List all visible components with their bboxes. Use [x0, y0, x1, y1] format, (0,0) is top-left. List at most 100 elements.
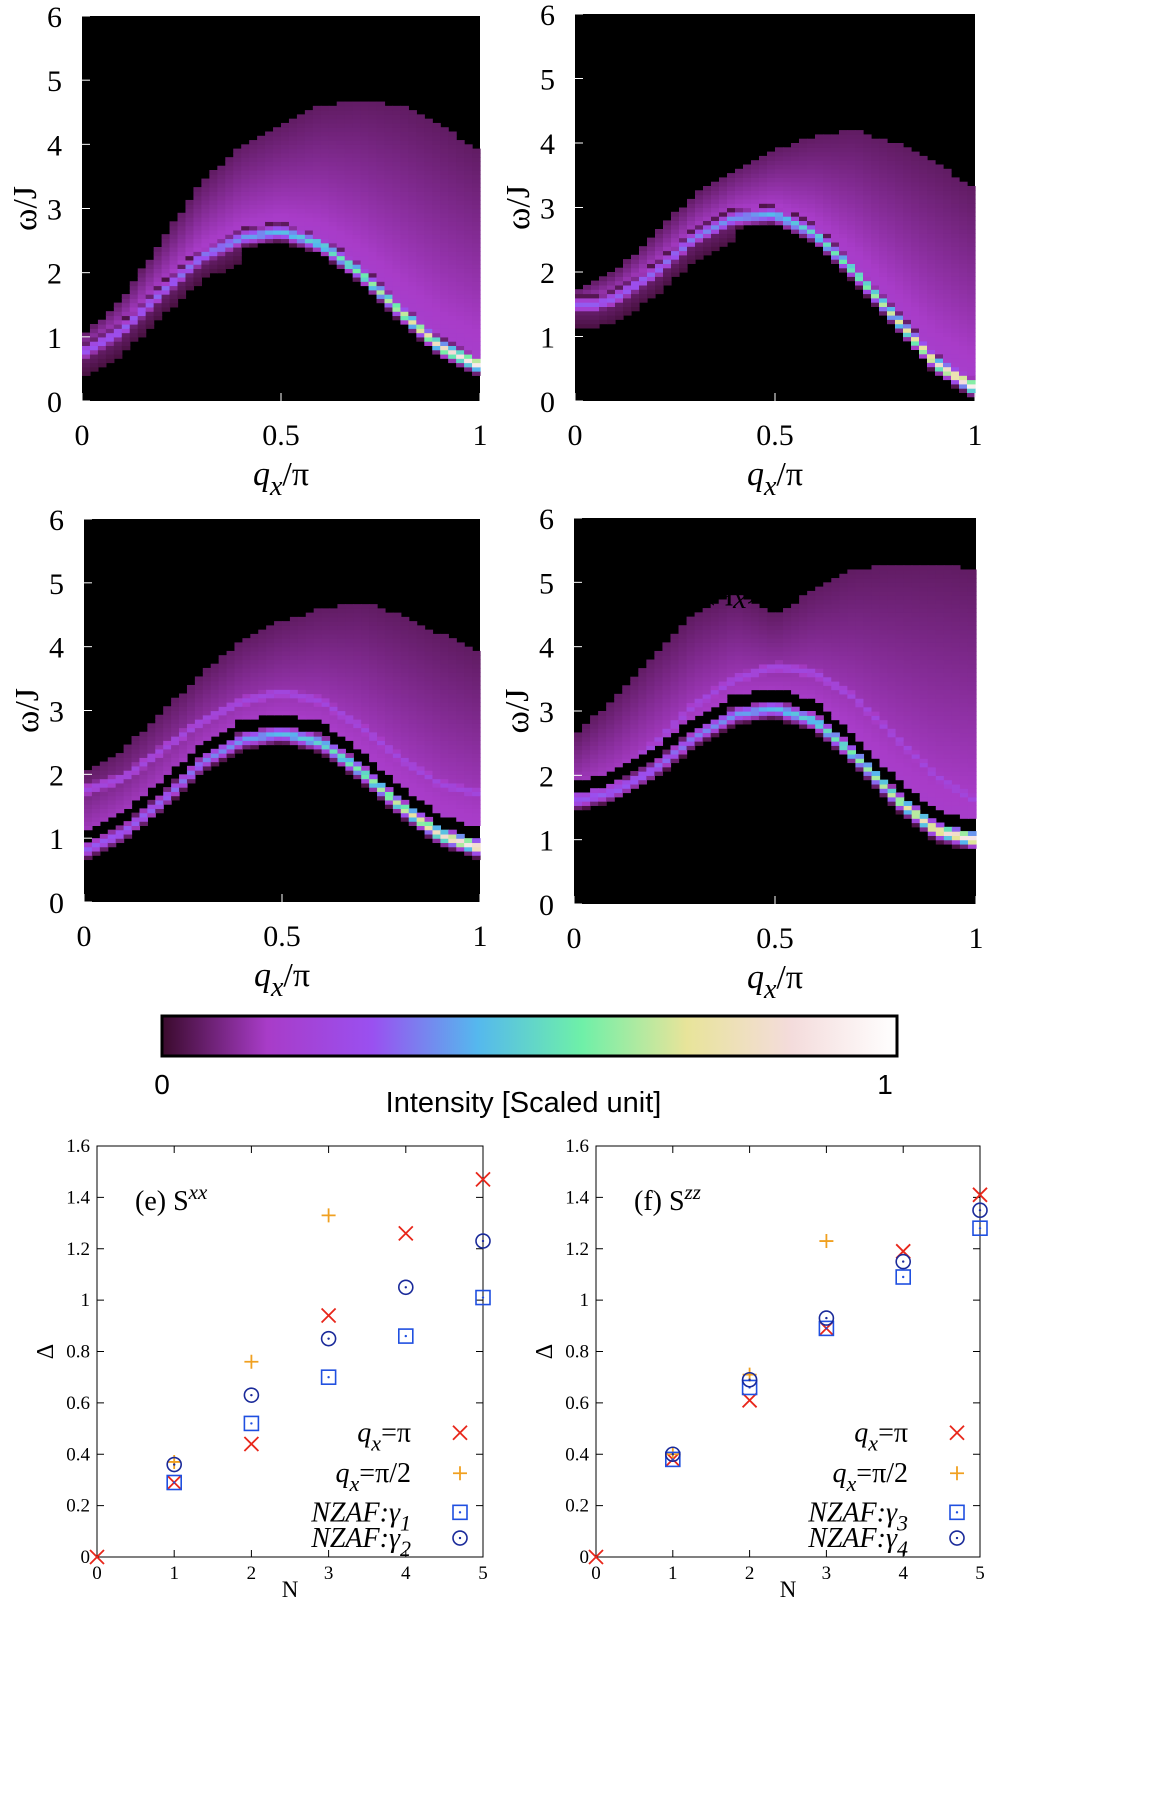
heatmap-cell: [115, 753, 125, 758]
heatmap-cell: [887, 198, 896, 204]
heatmap-cell: [377, 753, 386, 758]
heatmap-cell: [464, 221, 473, 227]
heatmap-cell: [903, 302, 912, 307]
heatmap-cell: [217, 238, 226, 244]
heatmap-cell: [456, 667, 465, 673]
heatmap-cell: [201, 247, 210, 252]
heatmap-cell: [121, 324, 131, 329]
heatmap-cell: [336, 122, 346, 128]
heatmap-cell: [345, 697, 354, 703]
heatmap-cell: [161, 306, 171, 312]
heatmap-cell: [823, 138, 832, 144]
heatmap-cell: [726, 711, 736, 716]
heatmap-cell: [113, 336, 123, 342]
heatmap-cell: [281, 212, 290, 218]
heatmap-cell: [201, 212, 210, 218]
heatmap-cell: [336, 238, 346, 244]
heatmap-cell: [320, 208, 330, 214]
heatmap-cell: [257, 229, 266, 235]
heatmap-cell: [400, 161, 409, 167]
heatmap-cell: [265, 212, 274, 218]
heatmap-cell: [432, 127, 441, 133]
heatmap-cell: [147, 757, 156, 763]
heatmap-cell: [305, 633, 315, 639]
heatmap-cell: [927, 358, 936, 363]
heatmap-cell: [296, 135, 306, 141]
title-superscript: xx: [190, 561, 214, 590]
heatmap-cell: [911, 319, 920, 325]
heatmap-cell: [384, 799, 394, 805]
heatmap-cell: [863, 190, 872, 196]
heatmap-cell: [305, 740, 315, 746]
heatmap-cell: [726, 680, 736, 686]
heatmap-cell: [686, 676, 696, 682]
heatmap-cell: [895, 319, 904, 325]
heatmap-cell: [408, 161, 417, 167]
heatmap-cell: [951, 207, 960, 213]
heatmap-cell: [718, 698, 728, 704]
heatmap-cell: [360, 127, 370, 133]
heatmap-cell: [265, 204, 274, 210]
heatmap-cell: [711, 211, 720, 217]
heatmap-cell: [631, 284, 640, 290]
heatmap-cell: [368, 225, 378, 231]
heatmap-cell: [679, 259, 688, 264]
heatmap-cell: [400, 812, 410, 818]
heatmap-cell: [336, 234, 346, 240]
heatmap-cell: [392, 221, 401, 227]
heatmap-cell: [185, 272, 195, 278]
heatmap-cell: [671, 267, 680, 273]
heatmap-cell: [871, 267, 880, 273]
heatmap-cell: [233, 238, 242, 244]
heatmap-cell: [432, 259, 441, 265]
heatmap-cell: [273, 187, 282, 192]
heatmap-cell: [472, 148, 481, 154]
heatmap-cell: [210, 684, 220, 690]
heatmap-cell: [679, 250, 688, 256]
heatmap-cell: [91, 791, 101, 797]
heatmap-cell: [345, 714, 354, 720]
heatmap-cell: [927, 220, 936, 226]
heatmap-cell: [791, 164, 800, 170]
heatmap-cell: [432, 714, 441, 720]
heatmap-cell: [887, 250, 896, 256]
heatmap-cell: [711, 194, 720, 200]
heatmap-cell: [384, 612, 394, 618]
heatmap-cell: [710, 625, 720, 631]
heatmap-cell: [831, 173, 840, 178]
heatmap-cell: [242, 672, 251, 678]
heatmap-cell: [257, 182, 266, 188]
heatmap-cell: [919, 276, 928, 282]
heatmap-cell: [416, 727, 426, 733]
heatmap-cell: [432, 667, 441, 673]
heatmap-cell: [234, 659, 243, 665]
heatmap-cell: [171, 748, 180, 754]
heatmap-cell: [456, 680, 465, 686]
heatmap-cell: [606, 728, 615, 734]
heatmap-cell: [654, 689, 664, 695]
heatmap-cell: [115, 829, 125, 835]
heatmap-cell: [448, 650, 457, 656]
heatmap-cell: [321, 710, 331, 716]
heatmap-cell: [879, 241, 888, 247]
heatmap-cell: [137, 285, 147, 291]
heatmap-cell: [855, 143, 864, 148]
heatmap-cell: [185, 247, 195, 252]
heatmap-cell: [416, 191, 425, 197]
heatmap-cell: [337, 714, 346, 720]
x-label-main: q: [253, 456, 270, 493]
heatmap-cell: [895, 186, 904, 191]
heatmap-cell: [718, 655, 728, 661]
heatmap-cell: [369, 625, 378, 631]
heatmap-cell: [472, 302, 481, 308]
heatmap-cell: [408, 625, 418, 631]
heatmap-cell: [408, 629, 418, 635]
heatmap-cell: [353, 633, 362, 639]
heatmap-cell: [250, 659, 259, 665]
heatmap-cell: [336, 127, 346, 133]
heatmap-cell: [202, 719, 212, 724]
heatmap-cell: [863, 143, 872, 148]
heatmap-cell: [282, 727, 291, 733]
heatmap-cell: [321, 659, 331, 665]
heatmap-cell: [201, 191, 210, 197]
